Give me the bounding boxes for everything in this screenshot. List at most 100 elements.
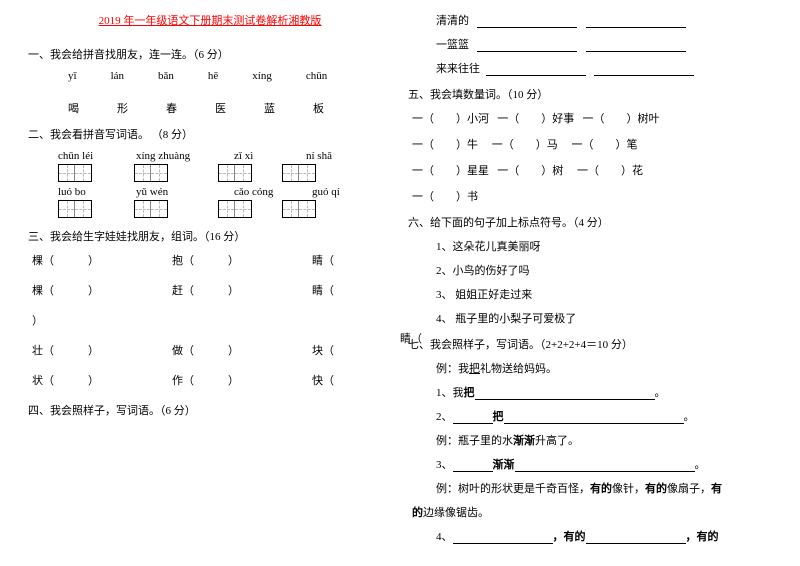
s4-head: 四、我会照样子，写词语。（6 分） (28, 402, 392, 418)
cell: ）牛 (456, 136, 478, 152)
cell: ）树叶 (627, 110, 660, 126)
bold: 有的 (590, 483, 612, 495)
bold: 有 (711, 483, 722, 495)
pinyin: bǎn (158, 70, 174, 82)
blank-line (486, 65, 586, 76)
bold: 渐渐 (493, 459, 515, 471)
cell: ）花 (621, 162, 643, 178)
s3-head: 三、我会给生字娃娃找朋友，组词。（16 分） (28, 228, 392, 244)
cell: 睛（ (400, 330, 422, 346)
cell: 一（ (577, 162, 599, 178)
pinyin: zǐ xì (234, 150, 288, 162)
s6-item: 2、小鸟的伤好了吗 (408, 262, 772, 278)
s2-grid-row2 (28, 200, 392, 218)
text: 来来往往 (436, 63, 480, 75)
s6-item: 3、 姐姐正好走过来 (408, 286, 772, 302)
cell: ） (88, 252, 172, 268)
cell: 做（ (172, 342, 228, 358)
pinyin: luó bo (58, 186, 118, 198)
tian-grid (134, 164, 168, 182)
tian-grid (134, 200, 168, 218)
blank-line (475, 389, 655, 400)
blank-line (477, 17, 577, 28)
right-column: 清清的 一篮篮 来来往往 五、我会填数量词。（10 分） 一（ ）小河 一（ ）… (400, 12, 780, 554)
blank-line (453, 461, 493, 472)
cell: ） (228, 252, 312, 268)
cell: ） (88, 372, 172, 388)
s6-item: 1、这朵花儿真美丽呀 (408, 238, 772, 254)
pinyin: guó qí (312, 186, 366, 198)
hanzi: 喝 (68, 100, 79, 116)
s5-row: 一（ ）小河 一（ ）好事 一（ ）树叶 (408, 110, 772, 126)
blank-line (586, 533, 686, 544)
cell: 壮（ (32, 342, 88, 358)
hanzi: 板 (313, 100, 324, 116)
bold: 把 (464, 387, 475, 399)
s4-item: 来来往往 (408, 60, 772, 76)
s2-pinyin-row1: chūn léi xíng zhuàng zǐ xì ní shā (28, 150, 392, 162)
cell: 一（ (412, 162, 434, 178)
blank-line (594, 65, 694, 76)
cell: ） (228, 372, 312, 388)
s7-ex2: 例：瓶子里的水渐渐升高了。 (408, 432, 772, 448)
bold: 的 (412, 507, 423, 519)
text: 例：瓶子里的水 (436, 435, 513, 447)
pinyin: hē (208, 70, 218, 82)
pinyin: yī (68, 70, 77, 82)
cell: ） (88, 282, 172, 298)
s3-row: 棵（ ） 抱（ ） 睛（ (28, 252, 392, 268)
cell: 抱（ (172, 252, 228, 268)
cell: 睛（ (312, 252, 368, 268)
s6-item: 4、 瓶子里的小梨子可爱极了 (408, 310, 772, 326)
s7-ex3: 例：树叶的形状更是千奇百怪，有的像针，有的像扇子，有 (408, 480, 772, 496)
hanzi: 医 (215, 100, 226, 116)
s5-row: 一（ ）牛 一（ ）马 一（ ）笔 (408, 136, 772, 152)
bold: ，有的 (686, 531, 719, 543)
text: 一篮篮 (436, 39, 469, 51)
s3-row: 状（ ） 作（ ） 快（ (28, 372, 392, 388)
bold: 把 (493, 411, 504, 423)
cell: ）树 (541, 162, 563, 178)
s6-head: 六、给下面的句子加上标点符号。（4 分） (408, 214, 772, 230)
tian-grid (218, 200, 252, 218)
text: 3、 (436, 459, 453, 471)
text: 2、 (436, 411, 453, 423)
s1-head: 一、我会给拼音找朋友，连一连。（6 分） (28, 46, 392, 62)
cell: ） (32, 312, 88, 328)
blank-line (477, 41, 577, 52)
bold: ，有的 (553, 531, 586, 543)
doc-title: 2019 年一年级语文下册期末测试卷解析湘教版 (28, 12, 392, 28)
tian-grid (282, 164, 316, 182)
pinyin: yǔ wén (136, 186, 216, 198)
blank-line (586, 17, 686, 28)
text: 例：树叶的形状更是千奇百怪， (436, 483, 590, 495)
s3-row: 棵（ ） 赶（ ） 睛（ (28, 282, 392, 298)
cell: 状（ (32, 372, 88, 388)
tian-grid (58, 200, 92, 218)
tian-grid (218, 164, 252, 182)
pinyin: xíng (252, 70, 272, 82)
cell: 一（ (497, 162, 519, 178)
text: 1、我 (436, 387, 464, 399)
s4-item: 一篮篮 (408, 36, 772, 52)
bold: 有的 (645, 483, 667, 495)
s5-row: 一（ ）星星 一（ ）树 一（ ）花 (408, 162, 772, 178)
s3-row: 壮（ ） 做（ ） 块（ (28, 342, 392, 358)
tian-grid (58, 164, 92, 182)
pinyin: xíng zhuàng (136, 150, 216, 162)
cell: ） (88, 342, 172, 358)
pinyin: chūn (306, 70, 327, 82)
s3-row: ） (28, 312, 392, 328)
cell: 作（ (172, 372, 228, 388)
text: 边缘像锯齿。 (423, 507, 489, 519)
s7-ex3b: 的边缘像锯齿。 (408, 504, 772, 520)
text: 像针， (612, 483, 645, 495)
cell: ）好事 (541, 110, 574, 126)
cell: 快（ (312, 372, 368, 388)
cell: 棵（ (32, 252, 88, 268)
cell: 棵（ (32, 282, 88, 298)
s4-item: 清清的 (408, 12, 772, 28)
hanzi: 春 (166, 100, 177, 116)
pinyin: cǎo cóng (234, 186, 294, 198)
pinyin: ní shā (306, 150, 360, 162)
